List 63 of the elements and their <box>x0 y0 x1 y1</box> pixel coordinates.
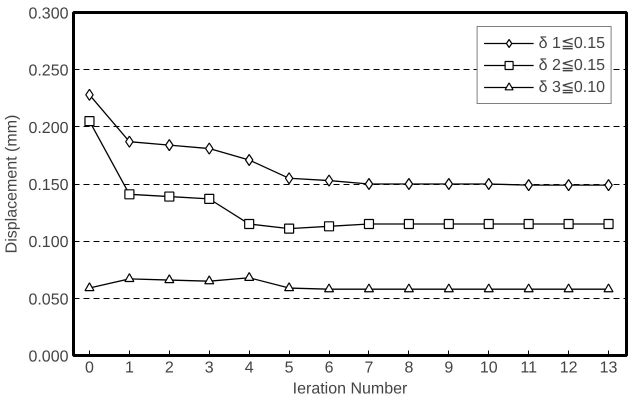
y-tick-label: 0.300 <box>28 6 69 22</box>
y-tick-label: 0.200 <box>28 120 69 137</box>
point <box>124 273 134 282</box>
point <box>524 283 534 292</box>
point <box>364 283 374 292</box>
point <box>324 283 334 292</box>
y-tick-label: 0.150 <box>28 177 69 194</box>
point <box>603 218 614 230</box>
x-tick-label: 4 <box>244 360 254 376</box>
point <box>284 172 294 184</box>
y-tick-label: 0.250 <box>28 62 69 80</box>
point <box>84 116 95 126</box>
point <box>364 218 374 230</box>
point <box>484 178 494 190</box>
point <box>404 218 414 230</box>
point <box>124 189 134 200</box>
x-tick-label: 11 <box>520 360 538 376</box>
point <box>604 179 613 192</box>
x-tick-label: 3 <box>204 360 214 376</box>
point <box>125 136 134 148</box>
point <box>444 283 454 292</box>
point <box>164 274 174 284</box>
point <box>524 179 533 192</box>
point <box>244 218 254 230</box>
x-tick-label: 13 <box>600 360 618 376</box>
x-tick-label: 8 <box>404 360 414 376</box>
point <box>244 272 254 281</box>
y-axis-title: Displacement (mm) <box>3 114 20 254</box>
point <box>284 282 294 292</box>
point <box>484 283 494 292</box>
x-tick-label: 10 <box>480 360 498 376</box>
point <box>564 179 573 192</box>
point <box>564 283 574 292</box>
point <box>284 223 294 234</box>
point <box>84 282 95 292</box>
y-tick-label: 0.050 <box>28 291 69 308</box>
point <box>603 283 614 292</box>
legend-label: δ 1≦0.15 <box>538 34 605 53</box>
y-tick-label: 0.000 <box>28 348 69 366</box>
x-tick-label: 2 <box>164 360 174 376</box>
x-tick-label: 7 <box>364 360 374 376</box>
legend-label: δ 3≦0.10 <box>538 78 605 97</box>
point <box>444 218 454 230</box>
point <box>165 139 174 152</box>
point <box>164 191 174 202</box>
x-tick-label: 5 <box>284 360 294 376</box>
x-axis-title: Ieration Number <box>292 380 408 398</box>
x-tick-label: 0 <box>85 360 94 376</box>
point <box>524 218 534 230</box>
point <box>564 218 574 230</box>
y-tick-label: 0.100 <box>28 234 69 252</box>
legend-label: δ 2≦0.15 <box>538 56 605 75</box>
point <box>484 218 494 230</box>
point <box>85 88 94 101</box>
point <box>404 283 414 292</box>
point <box>204 194 214 204</box>
point <box>324 221 334 232</box>
point <box>204 275 214 284</box>
x-tick-label: 12 <box>560 360 578 376</box>
x-tick-label: 1 <box>124 360 134 376</box>
x-tick-label: 6 <box>324 360 334 376</box>
point <box>204 142 214 155</box>
x-tick-label: 9 <box>444 360 454 376</box>
